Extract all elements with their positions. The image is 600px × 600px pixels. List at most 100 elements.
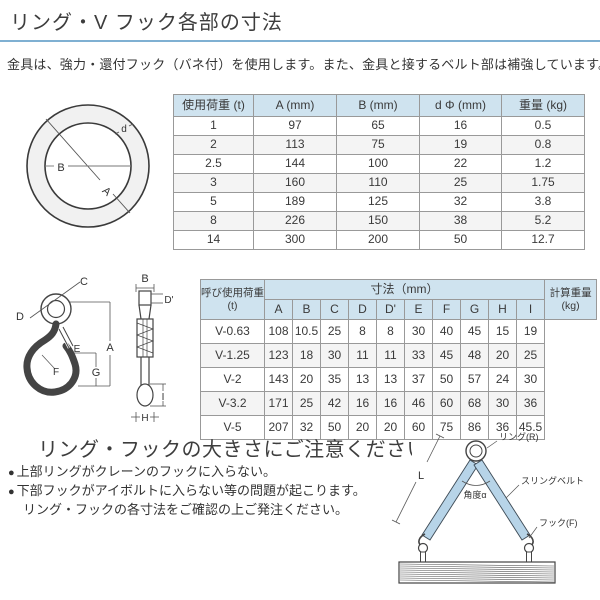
cell: 19 [515,319,546,344]
col-header-weight: 計算重量 (kg) [544,279,598,320]
cell: 0.8 [501,135,585,155]
hook-label-E: E [74,344,81,355]
sling-label-ring: リング(R) [499,431,539,442]
cell: 8 [376,319,405,344]
cell: 75 [432,415,461,440]
cell: 25 [320,319,349,344]
ring-dimensions-table: 使用荷重 (t) A (mm) B (mm) d Φ (mm) 重量 (kg) … [173,94,585,250]
cell: 20 [488,343,517,368]
cell: V-1.25 [200,343,265,368]
table-row: 3 160 110 25 1.75 [173,173,585,193]
cell: 8 [173,211,254,231]
table-row: 2.5 144 100 22 1.2 [173,154,585,174]
cell: 32 [292,415,321,440]
cell: 60 [432,391,461,416]
cell: 65 [336,116,420,136]
sling-label-L: L [418,470,424,482]
cell: 171 [264,391,293,416]
cell: 24 [488,367,517,392]
cell: 100 [336,154,420,174]
table-row: 1 97 65 16 0.5 [173,116,585,136]
dim-col-C: C [320,299,349,320]
cell: 20 [292,367,321,392]
bullet-note: リング・フックの各寸法をご確認の上ご発注ください。 [8,501,366,518]
cell: 37 [404,367,433,392]
hook-label-D: D [16,311,24,323]
sling-label-belt: スリングベルト [521,475,584,486]
cell: 123 [264,343,293,368]
cell: 160 [253,173,337,193]
bullet-text: 上部リングがクレーンのフックに入らない。 [16,464,277,479]
bullet-text: 下部フックがアイボルトに入らない等の問題が起こります。 [16,483,366,498]
cell: 189 [253,192,337,212]
notice-bullets: ● 上部リングがクレーンのフックに入らない。 ● 下部フックがアイボルトに入らない等… [8,463,366,518]
cell: 42 [320,391,349,416]
cell: 30 [488,391,517,416]
dim-col-D: D [348,299,377,320]
table-row: V-2 143 20 35 13 13 37 50 57 24 30 [200,367,597,392]
ring-label-d: d [121,124,127,135]
cell: 50 [432,367,461,392]
cell: 45.5 [515,415,546,440]
ring-label-B: B [57,162,64,174]
intro-text: 金具は、強力・還付フック（バネ付）を使用します。また、金具と接するベルト部は補強… [7,57,600,72]
col-header-d: d Φ (mm) [419,94,502,117]
cell: 125 [336,192,420,212]
weight-header-text: 計算重量 [549,287,592,300]
bullet-icon: ● [8,486,15,498]
cell: 30 [515,367,546,392]
cell: 2 [173,135,254,155]
cell: 200 [336,230,420,250]
bullet-note-text: リング・フックの各寸法をご確認の上ご発注ください。 [23,502,349,517]
cell: 5.2 [501,211,585,231]
cell: 10.5 [292,319,321,344]
cell: 48 [460,343,489,368]
cell: 16 [348,391,377,416]
hook-label-C: C [80,276,88,288]
cell: 0.5 [501,116,585,136]
dim-col-E: E [404,299,433,320]
col-header-load: 使用荷重 (t) [173,94,254,117]
table-row: V-0.63 108 10.5 25 8 8 30 40 45 15 19 [200,319,597,344]
load-header-text: 呼び使用荷重 [201,287,264,300]
vhook-table-header: 呼び使用荷重 (t) 寸法（mm） 計算重量 (kg) A B C D D' E… [200,279,598,320]
col-header-load: 呼び使用荷重 (t) [200,279,265,320]
cell: 3.8 [501,192,585,212]
cell: 143 [264,367,293,392]
dim-col-A: A [264,299,293,320]
cell: 50 [419,230,502,250]
hook-front-view: B D' I H [131,273,174,424]
cell: 45 [432,343,461,368]
ring-table-header: 使用荷重 (t) A (mm) B (mm) d Φ (mm) 重量 (kg) [173,94,585,117]
cell: 86 [460,415,489,440]
sling-label-hook: フック(F) [539,518,578,528]
hook-label-F: F [53,367,59,378]
notice-heading: リング・フックの大きさにご注意ください [38,439,412,461]
load-header-unit: (t) [227,299,238,312]
cell: 30 [320,343,349,368]
cell: 2.5 [173,154,254,174]
cell: 113 [253,135,337,155]
cell: 40 [432,319,461,344]
cell: 25 [419,173,502,193]
cell: V-0.63 [200,319,265,344]
cell: 5 [173,192,254,212]
cell: 12.7 [501,230,585,250]
hook-side-view: C D E F A G [16,276,114,396]
hook-label-D-prime: D' [164,295,173,306]
sling-left-hook [417,533,429,563]
dim-col-D-prime: D' [376,299,405,320]
sling-right-hook [523,533,535,563]
cell: 13 [376,367,405,392]
hook-label-H: H [141,413,148,424]
page-title: リング・V フック各部の寸法 [10,12,283,34]
vhook-diagram: C D E F A G B D' [16,273,174,424]
bullet-item: ● 上部リングがクレーンのフックに入らない。 [8,463,366,482]
cell: 16 [376,391,405,416]
col-header-A: A (mm) [253,94,337,117]
cell: 22 [419,154,502,174]
sling-illustration: L 角度α リング(R) スリングベルト フック(F) [391,431,584,584]
sling-belts [421,459,531,541]
cell: 15 [488,319,517,344]
dim-col-I: I [515,299,546,320]
